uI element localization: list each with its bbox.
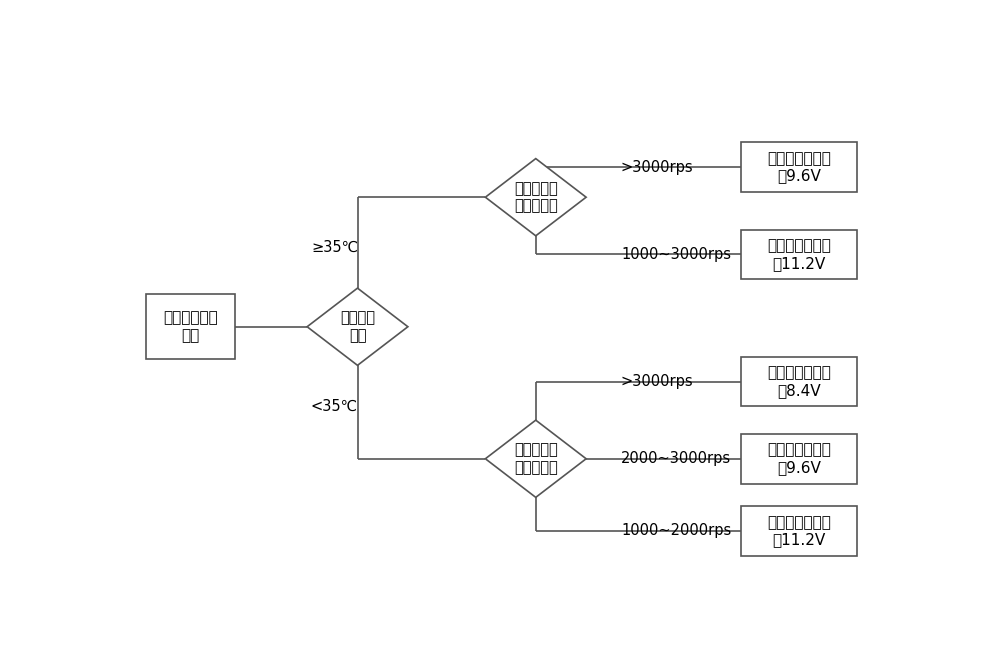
FancyBboxPatch shape (741, 356, 857, 406)
Text: <35℃: <35℃ (311, 399, 358, 414)
Text: >3000rps: >3000rps (621, 374, 694, 389)
FancyBboxPatch shape (741, 434, 857, 484)
FancyBboxPatch shape (741, 506, 857, 556)
Text: 风扇电机的电压
为9.6V: 风扇电机的电压 为9.6V (767, 151, 831, 184)
Text: 压缩机的当
前转速判断: 压缩机的当 前转速判断 (514, 443, 558, 475)
FancyBboxPatch shape (741, 230, 857, 280)
Text: 风扇电机的电压
为8.4V: 风扇电机的电压 为8.4V (767, 366, 831, 398)
Text: 2000~3000rps: 2000~3000rps (621, 451, 731, 466)
Text: 环境温度
判定: 环境温度 判定 (340, 311, 375, 343)
Polygon shape (485, 420, 586, 498)
Text: 风扇电机的电压
为9.6V: 风扇电机的电压 为9.6V (767, 443, 831, 475)
FancyBboxPatch shape (146, 294, 235, 359)
Text: ≥35℃: ≥35℃ (311, 239, 358, 254)
Text: 压缩机的当
前转速判断: 压缩机的当 前转速判断 (514, 181, 558, 214)
Text: 风扇电机开启
请求: 风扇电机开启 请求 (164, 311, 218, 343)
Text: 风扇电机的电压
为11.2V: 风扇电机的电压 为11.2V (767, 238, 831, 270)
Polygon shape (485, 159, 586, 236)
Text: 1000~2000rps: 1000~2000rps (621, 523, 731, 538)
Text: 1000~3000rps: 1000~3000rps (621, 247, 731, 262)
Polygon shape (307, 288, 408, 366)
Text: >3000rps: >3000rps (621, 160, 694, 175)
FancyBboxPatch shape (741, 142, 857, 192)
Text: 风扇电机的电压
为11.2V: 风扇电机的电压 为11.2V (767, 515, 831, 547)
